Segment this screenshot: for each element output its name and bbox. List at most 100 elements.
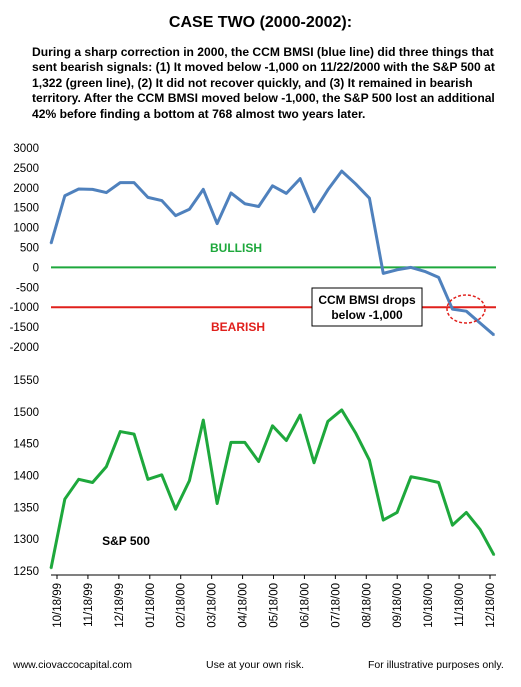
bmsi-y-tick-label: 3000 (13, 143, 39, 155)
bmsi-point (285, 192, 288, 195)
x-tick-label: 03/18/00 (207, 583, 219, 628)
footer-website: www.ciovaccocapital.com (13, 659, 133, 671)
x-tick-label: 04/18/00 (238, 583, 250, 628)
sp500-chart: 1550 1500 1450 1400 1350 1300 1250 S&P 500 (13, 375, 496, 578)
x-tick-label: 05/18/00 (269, 583, 281, 628)
bmsi-point (451, 308, 454, 310)
sp500-point (299, 414, 301, 416)
x-tick-label: 06/18/00 (299, 583, 311, 628)
sp500-point (410, 475, 412, 478)
sp500-point (340, 409, 343, 411)
sp500-point (133, 433, 135, 435)
bmsi-point (354, 183, 357, 185)
sp500-y-tick-label: 1350 (13, 502, 39, 514)
x-tick-label: 11/18/00 (454, 583, 466, 627)
sp500-point (313, 461, 315, 464)
sp500-point (396, 511, 398, 514)
annotation-text-line2: below -1,000 (331, 308, 403, 322)
bmsi-point (479, 322, 481, 324)
sp500-point (105, 465, 108, 468)
sp500-point (77, 478, 80, 481)
bmsi-point (160, 199, 163, 202)
sp500-point (50, 567, 52, 570)
bmsi-y-tick-label: -500 (16, 282, 39, 294)
bullish-label: BULLISH (210, 241, 262, 255)
x-tick-label: 01/18/00 (145, 583, 157, 628)
sp500-point (188, 479, 191, 482)
bmsi-point (257, 205, 260, 208)
sp500-point (327, 420, 329, 423)
bmsi-point (91, 188, 94, 191)
bmsi-point (230, 192, 232, 194)
sp500-point (202, 419, 205, 421)
x-tick-label: 08/18/00 (361, 583, 373, 628)
sp500-point (479, 528, 481, 531)
sp500-y-tick-label: 1300 (13, 534, 39, 546)
sp500-point (230, 441, 232, 444)
bmsi-point (382, 272, 385, 275)
bmsi-y-tick-label: 1500 (13, 203, 39, 215)
bmsi-series-line (49, 169, 495, 337)
bmsi-point (437, 276, 440, 279)
bmsi-data-points (50, 170, 495, 336)
sp500-point (257, 460, 260, 463)
sp500-point (271, 425, 274, 427)
bmsi-point (313, 210, 315, 213)
bmsi-point (202, 188, 205, 191)
sp500-series-label: S&P 500 (102, 534, 150, 548)
x-tick-label: 10/18/99 (52, 583, 64, 628)
bmsi-point (465, 310, 468, 312)
sp500-point (147, 478, 149, 481)
bearish-label: BEARISH (211, 320, 265, 334)
bmsi-y-tick-label: 2000 (13, 183, 39, 195)
sp500-point (119, 430, 122, 433)
bmsi-y-tick-label: -2000 (10, 342, 39, 354)
bmsi-point (119, 181, 122, 184)
x-axis: 10/18/99 11/18/99 12/18/99 01/18/00 02/18/00… (51, 574, 497, 628)
bmsi-point (244, 202, 246, 205)
bmsi-y-tick-label: -1000 (10, 302, 39, 314)
bmsi-point (410, 266, 412, 269)
footer-disclaimer: Use at your own risk. (206, 659, 305, 671)
bmsi-point (147, 196, 149, 199)
annotation-box (311, 287, 423, 327)
x-tick-label: 12/18/99 (114, 583, 126, 628)
sp500-point (382, 519, 385, 521)
bmsi-point (327, 188, 329, 191)
bmsi-point (133, 181, 135, 184)
x-tick-label: 02/18/00 (176, 583, 188, 628)
bmsi-y-tick-label: 2500 (13, 163, 39, 175)
x-tick-label: 10/18/00 (423, 583, 435, 628)
bmsi-point (50, 242, 52, 245)
x-tick-label: 07/18/00 (330, 583, 342, 628)
bmsi-point (396, 268, 398, 271)
annotation-text-line1: CCM BMSI drops (318, 293, 416, 307)
bmsi-point (77, 188, 80, 190)
signal-highlight-circle (446, 294, 486, 324)
sp500-point (354, 432, 357, 434)
sp500-data-points (50, 409, 495, 570)
bmsi-y-tick-label: 1000 (13, 223, 39, 235)
sp500-y-tick-label: 1550 (13, 375, 39, 387)
bmsi-y-axis: 3000 2500 2000 1500 1000 500 0 -500 -1000 -1500 -2… (10, 143, 39, 354)
sp500-point (244, 441, 246, 444)
sp500-point (216, 502, 218, 505)
bmsi-y-tick-label: -1500 (10, 322, 39, 334)
sp500-point (423, 478, 426, 481)
x-tick-label: 12/18/00 (485, 583, 497, 628)
bmsi-point (216, 222, 218, 225)
bmsi-point (174, 214, 177, 217)
chart-description: During a sharp correction in 2000, the C… (32, 45, 495, 121)
bmsi-point (340, 170, 343, 172)
footer-note: For illustrative purposes only. (368, 659, 504, 671)
sp500-point (91, 481, 94, 484)
chart-title: CASE TWO (2000-2002): (168, 14, 353, 31)
bmsi-point (423, 270, 426, 273)
sp500-point (368, 459, 371, 462)
sp500-point (285, 439, 288, 442)
sp500-y-tick-label: 1500 (13, 407, 39, 419)
bmsi-point (271, 185, 274, 187)
sp500-point (174, 508, 177, 511)
sp500-point (437, 481, 440, 484)
